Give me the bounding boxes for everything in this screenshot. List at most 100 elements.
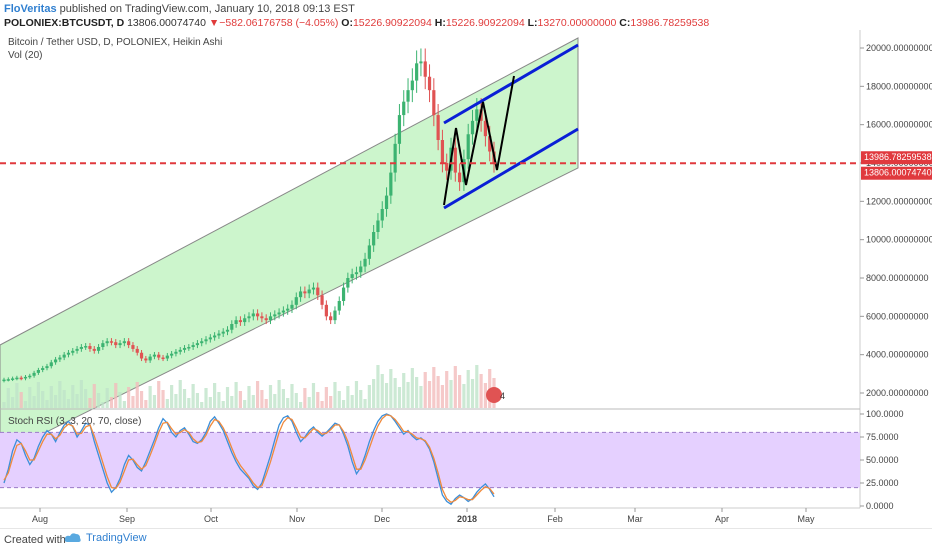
candle-body (165, 355, 169, 359)
tradingview-brand: TradingView (86, 532, 147, 544)
candle-body (92, 348, 96, 351)
volume-bar (170, 385, 174, 408)
candle-body (350, 274, 354, 278)
volume-bar (204, 388, 208, 408)
volume-bar (234, 382, 238, 408)
author-link[interactable]: FloVeritas (4, 3, 57, 15)
volume-bar (316, 392, 320, 408)
chart-area[interactable]: Bitcoin / Tether USD, D, POLONIEX, Heiki… (0, 30, 932, 528)
volume-bar (79, 380, 83, 408)
candle-body (273, 314, 277, 317)
candle-body (367, 245, 371, 259)
candle-body (36, 370, 40, 373)
volume-bar (45, 400, 49, 408)
candle-body (187, 347, 191, 349)
time-tick-label: Nov (289, 514, 306, 524)
price-tick-label: 4000.00000000 (866, 350, 929, 360)
chart-title: Bitcoin / Tether USD, D, POLONIEX, Heiki… (8, 37, 222, 48)
volume-bar (213, 383, 217, 408)
candle-body (243, 318, 247, 323)
candle-body (88, 346, 92, 349)
candle-body (221, 331, 225, 334)
stoch-rsi-lines (3, 413, 495, 506)
candle-body (475, 109, 479, 121)
stoch-rsi-title: Stoch RSI (3, 3, 20, 70, close) (8, 416, 141, 427)
volume-bar (19, 392, 23, 408)
tradingview-link[interactable]: TradingView (64, 531, 147, 545)
volume-bar (380, 374, 384, 408)
volume-bar (432, 367, 436, 408)
upper-trendline[interactable] (443, 43, 579, 125)
candle-body (294, 297, 298, 305)
time-tick-label: May (797, 514, 815, 524)
stoch-d-line (3, 414, 495, 504)
volume-bar (363, 399, 367, 408)
candle-body (225, 329, 230, 332)
volume-bar (402, 373, 406, 408)
volume-bar (376, 365, 380, 408)
candle-body (341, 287, 346, 301)
volume-bar (6, 388, 10, 408)
candle-body (363, 258, 367, 267)
volume-badge-count: 4 (500, 391, 505, 401)
candle-body (307, 289, 311, 294)
candle-body (281, 310, 285, 313)
volume-bar (49, 386, 53, 408)
volume-bar (281, 389, 285, 408)
candle-body (152, 354, 157, 357)
candles (2, 48, 496, 383)
candle-body (182, 347, 187, 350)
candle-body (174, 351, 178, 354)
volume-bar (182, 389, 187, 408)
candle-body (286, 308, 290, 311)
price-axis[interactable]: 2000.00000000 4000.00000000 6000.00000000 8… (860, 43, 932, 398)
volume-bar (359, 390, 363, 408)
candle-body (6, 379, 10, 381)
volume-bar (148, 386, 152, 408)
volume-bar (346, 386, 350, 408)
candle-body (238, 320, 243, 323)
lower-trendline[interactable] (443, 127, 579, 210)
candle-body (488, 136, 492, 152)
volume-bar (191, 384, 195, 408)
candle-body (10, 378, 15, 380)
candle-body (440, 140, 445, 163)
volume-bar (466, 370, 470, 408)
volume-bar (152, 395, 157, 408)
symbol-label[interactable]: POLONIEX:BTCUSDT, D (4, 17, 125, 29)
candle-body (45, 366, 49, 369)
volume-bar (294, 393, 298, 408)
candle-body (376, 220, 380, 232)
candle-body (251, 313, 255, 317)
candle-body (397, 115, 402, 144)
volume-bar (423, 372, 427, 408)
volume-bar (268, 385, 273, 408)
time-tick-label: Feb (547, 514, 563, 524)
volume-badge[interactable]: 4 (486, 387, 505, 403)
volume-bar (221, 401, 225, 408)
volume-bar (135, 382, 139, 408)
candle-body (264, 318, 268, 321)
stoch-rsi-axis[interactable]: 100.0000 75.0000 50.0000 25.0000 0.0000 (860, 409, 904, 511)
candle-body (15, 377, 19, 380)
stoch-rsi-band (0, 432, 860, 488)
time-axis[interactable]: Aug Sep Oct Nov Dec 2018 Feb Mar Apr May (32, 508, 815, 524)
zigzag-drawing[interactable] (443, 75, 515, 206)
volume-bar (320, 401, 324, 408)
volume-bars (2, 365, 496, 408)
volume-bar (333, 382, 337, 408)
volume-bar (109, 397, 114, 408)
volume-bar (483, 383, 488, 408)
volume-bar (341, 400, 346, 408)
price-label-1: 13986.78259538 (861, 151, 932, 165)
candle-body (483, 120, 488, 137)
price-tick-label: 16000.00000000 (866, 120, 932, 130)
candle-body (255, 313, 260, 317)
price-tick-label: 18000.00000000 (866, 81, 932, 91)
volume-bar (157, 381, 161, 408)
volume-bar (122, 401, 126, 408)
volume-bar (255, 381, 260, 408)
candle-body (423, 61, 427, 77)
volume-flag-icon (486, 387, 502, 403)
candle-body (96, 347, 101, 351)
